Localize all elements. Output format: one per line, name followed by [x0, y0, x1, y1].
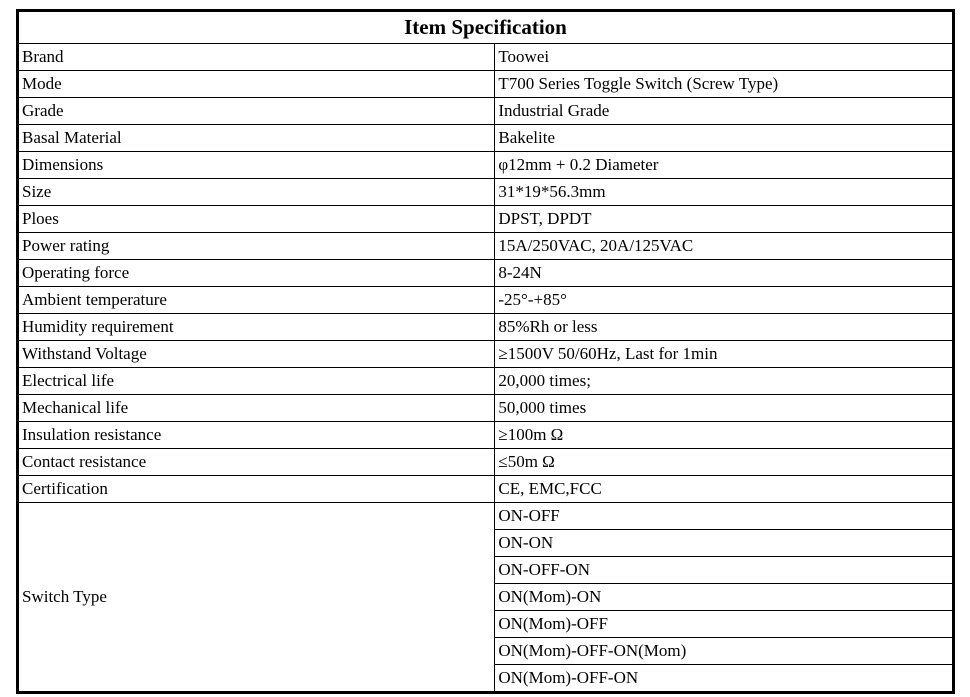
spec-value-cell: DPST, DPDT: [494, 205, 954, 233]
spec-value-cell: ON(Mom)-ON: [494, 583, 954, 611]
table-row: Grade Industrial Grade: [16, 97, 954, 125]
table-row: Mechanical life 50,000 times: [16, 394, 954, 422]
spec-label-cell: Brand: [16, 43, 496, 71]
spec-value-cell: ≤50m Ω: [494, 448, 954, 476]
spec-value-cell: T700 Series Toggle Switch (Screw Type): [494, 70, 954, 98]
spec-value-cell: 8-24N: [494, 259, 954, 287]
spec-label-cell: Contact resistance: [16, 448, 496, 476]
spec-value-cell: ≥1500V 50/60Hz, Last for 1min: [494, 340, 954, 368]
spec-value-cell: 31*19*56.3mm: [494, 178, 954, 206]
table-row: Switch Type ON-OFF: [16, 502, 954, 693]
table-row: Operating force 8-24N: [16, 259, 954, 287]
spec-table-body: Brand Toowei Mode T700 Series Toggle Switch…: [16, 43, 954, 693]
spec-label-cell: Size: [16, 178, 496, 206]
table-row: Brand Toowei: [16, 43, 954, 71]
spec-label-cell: Basal Material: [16, 124, 496, 152]
spec-label-cell: Grade: [16, 97, 496, 125]
spec-value-cell: ON-OFF: [494, 502, 954, 530]
spec-label-cell: Mode: [16, 70, 496, 98]
spec-value-cell: 15A/250VAC, 20A/125VAC: [494, 232, 954, 260]
spec-label-cell: Withstand Voltage: [16, 340, 496, 368]
table-row: ON(Mom)-OFF: [18, 610, 954, 638]
spec-value-cell: ON(Mom)-OFF: [494, 610, 954, 638]
table-row: ON(Mom)-OFF-ON: [18, 664, 954, 693]
table-row: Dimensions φ12mm + 0.2 Diameter: [16, 151, 954, 179]
spec-label-cell: Operating force: [16, 259, 496, 287]
table-row: Humidity requirement 85%Rh or less: [16, 313, 954, 341]
spec-value-cell: 50,000 times: [494, 394, 954, 422]
spec-value-cell: ON-OFF-ON: [494, 556, 954, 584]
spec-value-cell: Toowei: [494, 43, 954, 71]
table-row: Ploes DPST, DPDT: [16, 205, 954, 233]
spec-label-cell: Switch Type: [16, 502, 496, 693]
table-row: Basal Material Bakelite: [16, 124, 954, 152]
spec-value-cell: Industrial Grade: [494, 97, 954, 125]
item-specification-table: Item Specification Brand Toowei Mode T700 S…: [16, 9, 955, 694]
table-row: Ambient temperature -25°-+85°: [16, 286, 954, 314]
table-row: Withstand Voltage ≥1500V 50/60Hz, Last fo…: [16, 340, 954, 368]
spec-label-cell: Mechanical life: [16, 394, 496, 422]
spec-value-cell: ≥100m Ω: [494, 421, 954, 449]
spec-value-cell: 20,000 times;: [494, 367, 954, 395]
table-row: ON-OFF-ON: [18, 556, 954, 584]
spec-label-cell: Dimensions: [16, 151, 496, 179]
table-row: Power rating 15A/250VAC, 20A/125VAC: [16, 232, 954, 260]
table-row: Insulation resistance ≥100m Ω: [16, 421, 954, 449]
table-row: ON(Mom)-OFF-ON(Mom): [18, 637, 954, 665]
spec-label-cell: Insulation resistance: [16, 421, 496, 449]
spec-label-cell: Certification: [16, 475, 496, 503]
spec-value-cell: ON(Mom)-OFF-ON: [494, 664, 954, 693]
spec-value-cell: CE, EMC,FCC: [494, 475, 954, 503]
title-row: Item Specification: [17, 10, 954, 44]
table-row: Mode T700 Series Toggle Switch (Screw Typ…: [16, 70, 954, 98]
table-row: Certification CE, EMC,FCC: [16, 475, 954, 503]
spec-label-cell: Electrical life: [16, 367, 496, 395]
table-row: Size 31*19*56.3mm: [16, 178, 954, 206]
spec-label-cell: Humidity requirement: [16, 313, 496, 341]
table-row: Electrical life 20,000 times;: [16, 367, 954, 395]
spec-label-cell: Ambient temperature: [16, 286, 496, 314]
spec-value-cell: ON-ON: [494, 529, 954, 557]
table-row: Contact resistance ≤50m Ω: [16, 448, 954, 476]
spec-value-cell: Bakelite: [494, 124, 954, 152]
spec-label-cell: Ploes: [16, 205, 496, 233]
page-title: Item Specification: [17, 10, 954, 44]
spec-value-cell: φ12mm + 0.2 Diameter: [494, 151, 954, 179]
spec-value-cell: -25°-+85°: [494, 286, 954, 314]
spec-value-cell: 85%Rh or less: [494, 313, 954, 341]
table-row: ON-ON: [18, 529, 954, 557]
spec-label-cell: Power rating: [16, 232, 496, 260]
spec-value-cell: ON(Mom)-OFF-ON(Mom): [494, 637, 954, 665]
